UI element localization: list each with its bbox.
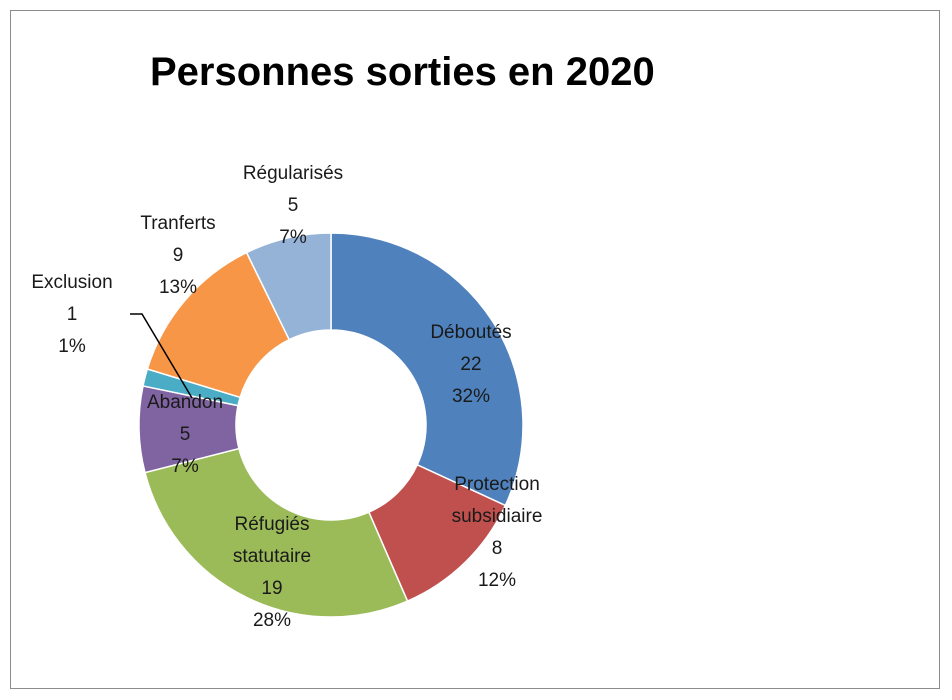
- value-label: 1: [66, 304, 78, 325]
- data-label: Exclusion 1 1%: [12, 267, 132, 363]
- percent-label: 28%: [252, 610, 292, 631]
- value-label: 22: [460, 354, 482, 375]
- percent-label: 7%: [279, 227, 307, 248]
- donut-slice: [330, 232, 524, 507]
- percent-label: 32%: [451, 386, 491, 407]
- category-label: Déboutés: [430, 322, 512, 343]
- data-label: Tranferts 9 13%: [118, 208, 238, 304]
- value-label: 5: [179, 424, 191, 445]
- percent-label: 13%: [158, 277, 198, 298]
- data-label: Réfugiés statutaire 19 28%: [212, 509, 332, 637]
- data-label: Déboutés 22 32%: [411, 317, 531, 413]
- percent-label: 1%: [58, 336, 86, 357]
- category-label: Abandon: [146, 392, 224, 413]
- data-label: Régularisés 5 7%: [233, 158, 353, 254]
- data-label: Protection subsidiaire 8 12%: [437, 469, 557, 597]
- category-label: Réfugiés statutaire: [232, 514, 312, 567]
- value-label: 19: [261, 578, 283, 599]
- category-label: Exclusion: [31, 272, 113, 293]
- category-label: Tranferts: [140, 213, 216, 234]
- leader-line: [130, 313, 193, 399]
- percent-label: 7%: [171, 456, 199, 477]
- category-label: Régularisés: [242, 163, 344, 184]
- category-label: Protection subsidiaire: [451, 474, 543, 527]
- chart-border: [10, 10, 940, 689]
- chart-title: Personnes sorties en 2020: [150, 50, 655, 94]
- percent-label: 12%: [477, 570, 517, 591]
- donut-slice: [245, 232, 332, 341]
- value-label: 9: [172, 245, 184, 266]
- value-label: 8: [491, 538, 503, 559]
- data-label: Abandon 5 7%: [125, 387, 245, 483]
- donut-slice: [144, 447, 409, 618]
- value-label: 5: [287, 195, 299, 216]
